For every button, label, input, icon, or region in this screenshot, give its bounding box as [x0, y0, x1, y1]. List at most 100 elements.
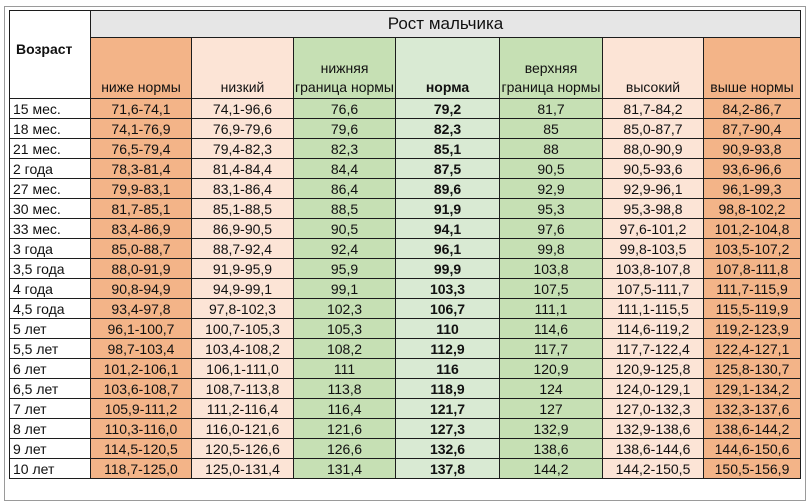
table-row: 6,5 лет 103,6-108,7 108,7-113,8 113,8 118,9 1… [9, 378, 801, 399]
norm-cell: 91,9 [395, 198, 500, 219]
lower-bound-cell: 108,2 [293, 338, 396, 359]
title-row: Возраст Рост мальчика [9, 10, 801, 99]
lower-bound-cell: 105,3 [293, 318, 396, 339]
table-row: 6 лет 101,2-106,1 106,1-111,0 111 116 120,9 12… [9, 358, 801, 379]
below-norm-cell: 71,6-74,1 [90, 98, 192, 119]
low-cell: 97,8-102,3 [191, 298, 294, 319]
table-row: 15 мес. 71,6-74,1 74,1-96,6 76,6 79,2 81,7 81,… [9, 98, 801, 119]
high-cell: 127,0-132,3 [602, 398, 704, 419]
age-cell: 27 мес. [9, 178, 91, 199]
table-row: 8 лет 110,3-116,0 116,0-121,6 121,6 127,3 132… [9, 418, 801, 439]
low-cell: 103,4-108,2 [191, 338, 294, 359]
high-cell: 95,3-98,8 [602, 198, 704, 219]
below-norm-cell: 114,5-120,5 [90, 438, 192, 459]
lower-bound-cell: 82,3 [293, 138, 396, 159]
age-cell: 33 мес. [9, 218, 91, 239]
table-row: 18 мес. 74,1-76,9 76,9-79,6 79,6 82,3 85 85,0-… [9, 118, 801, 139]
below-norm-cell: 88,0-91,9 [90, 258, 192, 279]
below-norm-cell: 110,3-116,0 [90, 418, 192, 439]
high-cell: 138,6-144,6 [602, 438, 704, 459]
norm-cell: 127,3 [395, 418, 500, 439]
age-cell: 4 года [9, 278, 91, 299]
lower-bound-cell: 76,6 [293, 98, 396, 119]
above-norm-cell: 119,2-123,9 [703, 318, 801, 339]
column-header-high: высокий [602, 37, 704, 99]
high-cell: 90,5-93,6 [602, 158, 704, 179]
age-cell: 4,5 года [9, 298, 91, 319]
high-cell: 114,6-119,2 [602, 318, 704, 339]
above-norm-cell: 101,2-104,8 [703, 218, 801, 239]
norm-cell: 94,1 [395, 218, 500, 239]
upper-bound-cell: 144,2 [499, 458, 603, 479]
low-cell: 106,1-111,0 [191, 358, 294, 379]
below-norm-cell: 96,1-100,7 [90, 318, 192, 339]
low-cell: 120,5-126,6 [191, 438, 294, 459]
low-cell: 91,9-95,9 [191, 258, 294, 279]
above-norm-cell: 98,8-102,2 [703, 198, 801, 219]
age-cell: 10 лет [9, 458, 91, 479]
lower-bound-cell: 126,6 [293, 438, 396, 459]
upper-bound-cell: 114,6 [499, 318, 603, 339]
lower-bound-cell: 92,4 [293, 238, 396, 259]
upper-bound-cell: 88 [499, 138, 603, 159]
upper-bound-cell: 107,5 [499, 278, 603, 299]
norm-cell: 103,3 [395, 278, 500, 299]
norm-cell: 79,2 [395, 98, 500, 119]
column-header-below-norm: ниже нормы [90, 37, 192, 99]
lower-bound-cell: 79,6 [293, 118, 396, 139]
upper-bound-cell: 127 [499, 398, 603, 419]
column-header-row: ниже нормы низкий нижняя граница нормы н… [10, 37, 801, 99]
table-row: 9 лет 114,5-120,5 120,5-126,6 126,6 132,6 138… [9, 438, 801, 459]
age-cell: 5,5 лет [9, 338, 91, 359]
norm-cell: 106,7 [395, 298, 500, 319]
lower-bound-cell: 84,4 [293, 158, 396, 179]
lower-bound-cell: 86,4 [293, 178, 396, 199]
lower-bound-cell: 113,8 [293, 378, 396, 399]
norm-cell: 89,6 [395, 178, 500, 199]
high-cell: 103,8-107,8 [602, 258, 704, 279]
table-row: 5 лет 96,1-100,7 100,7-105,3 105,3 110 114,6 1… [9, 318, 801, 339]
low-cell: 108,7-113,8 [191, 378, 294, 399]
age-cell: 30 мес. [9, 198, 91, 219]
age-cell: 3 года [9, 238, 91, 259]
growth-table: Возраст Рост мальчика ниже нормы низкий … [9, 10, 801, 479]
low-cell: 79,4-82,3 [191, 138, 294, 159]
norm-cell: 118,9 [395, 378, 500, 399]
lower-bound-cell: 88,5 [293, 198, 396, 219]
above-norm-cell: 111,7-115,9 [703, 278, 801, 299]
above-norm-cell: 87,7-90,4 [703, 118, 801, 139]
age-cell: 15 мес. [9, 98, 91, 119]
above-norm-cell: 107,8-111,8 [703, 258, 801, 279]
upper-bound-cell: 81,7 [499, 98, 603, 119]
low-cell: 88,7-92,4 [191, 238, 294, 259]
norm-cell: 132,6 [395, 438, 500, 459]
table-row: 10 лет 118,7-125,0 125,0-131,4 131,4 137,8 14… [9, 458, 801, 479]
norm-cell: 96,1 [395, 238, 500, 259]
above-norm-cell: 138,6-144,2 [703, 418, 801, 439]
upper-bound-cell: 97,6 [499, 218, 603, 239]
table-body: 15 мес. 71,6-74,1 74,1-96,6 76,6 79,2 81,7 81,… [9, 98, 801, 479]
above-norm-cell: 84,2-86,7 [703, 98, 801, 119]
table-row: 3 года 85,0-88,7 88,7-92,4 92,4 96,1 99,8 99,8… [9, 238, 801, 259]
upper-bound-cell: 138,6 [499, 438, 603, 459]
below-norm-cell: 98,7-103,4 [90, 338, 192, 359]
lower-bound-cell: 116,4 [293, 398, 396, 419]
upper-bound-cell: 120,9 [499, 358, 603, 379]
above-norm-cell: 150,5-156,9 [703, 458, 801, 479]
low-cell: 111,2-116,4 [191, 398, 294, 419]
table-row: 5,5 лет 98,7-103,4 103,4-108,2 108,2 112,9 11… [9, 338, 801, 359]
upper-bound-cell: 132,9 [499, 418, 603, 439]
low-cell: 85,1-88,5 [191, 198, 294, 219]
high-cell: 107,5-111,7 [602, 278, 704, 299]
norm-cell: 82,3 [395, 118, 500, 139]
upper-bound-cell: 95,3 [499, 198, 603, 219]
above-norm-cell: 103,5-107,2 [703, 238, 801, 259]
below-norm-cell: 79,9-83,1 [90, 178, 192, 199]
above-norm-cell: 93,6-96,6 [703, 158, 801, 179]
high-cell: 99,8-103,5 [602, 238, 704, 259]
norm-cell: 137,8 [395, 458, 500, 479]
upper-bound-cell: 92,9 [499, 178, 603, 199]
norm-cell: 116 [395, 358, 500, 379]
table-row: 4,5 года 93,4-97,8 97,8-102,3 102,3 106,7 111… [9, 298, 801, 319]
table-row: 27 мес. 79,9-83,1 83,1-86,4 86,4 89,6 92,9 92,… [9, 178, 801, 199]
